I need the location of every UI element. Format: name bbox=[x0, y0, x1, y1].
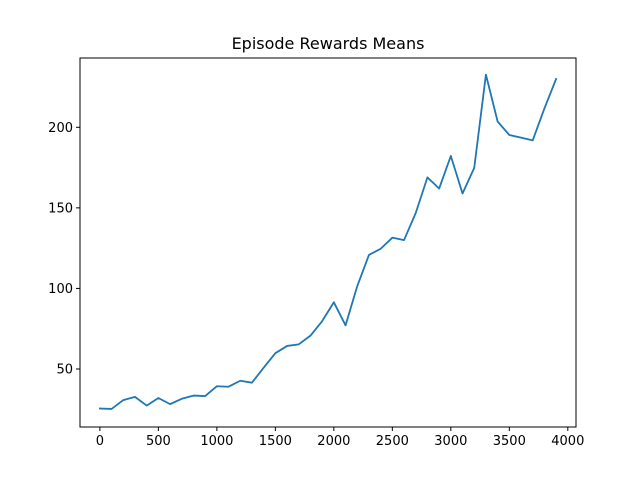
x-tick-label: 1500 bbox=[259, 434, 292, 449]
x-tick-label: 500 bbox=[146, 434, 171, 449]
x-tick-label: 2500 bbox=[376, 434, 409, 449]
x-tick-label: 0 bbox=[96, 434, 104, 449]
axes-frame bbox=[79, 57, 577, 428]
x-tick-label: 3500 bbox=[493, 434, 526, 449]
y-tick-label: 200 bbox=[48, 121, 73, 136]
x-tick-label: 1000 bbox=[200, 434, 233, 449]
x-tick-label: 4000 bbox=[551, 434, 584, 449]
y-tick-label: 100 bbox=[48, 282, 73, 297]
series-line-0 bbox=[98, 73, 558, 410]
x-tick-label: 2000 bbox=[317, 434, 350, 449]
y-tick-label: 150 bbox=[48, 201, 73, 216]
chart-title: Episode Rewards Means bbox=[232, 34, 425, 53]
x-tick-label: 3000 bbox=[434, 434, 467, 449]
y-tick-label: 50 bbox=[56, 362, 73, 377]
plot-area: 0 500 1000 1500 2000 2500 3000 3500 4000 50 100 150… bbox=[48, 57, 584, 449]
